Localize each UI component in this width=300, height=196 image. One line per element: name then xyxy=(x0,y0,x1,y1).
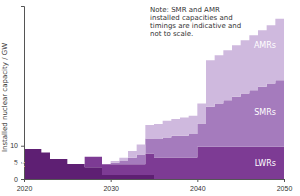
chart-svg: 2020 2030 2040 2050 0510Installed nuclear ca… xyxy=(0,0,300,196)
series-label: SMRs xyxy=(254,108,276,117)
tick: 10 xyxy=(10,142,24,149)
annotation: Note: SMR and AMRinstalled capacities an… xyxy=(150,6,241,38)
y-axis: 0510 xyxy=(10,7,24,183)
tick: 0 xyxy=(14,176,24,183)
tick: 2030 xyxy=(103,179,119,192)
tick-label: 0 xyxy=(14,176,18,183)
tick-mark xyxy=(21,179,24,180)
tick-label: 2050 xyxy=(277,185,293,192)
tick: 2050 xyxy=(277,179,293,192)
plot-area xyxy=(24,14,284,179)
series-label: LWRs xyxy=(255,159,276,168)
y-axis-title: Installed nuclear capacity / GW xyxy=(1,43,9,152)
tick-label: 2030 xyxy=(103,185,119,192)
area-3 xyxy=(24,14,284,165)
tick-mark xyxy=(21,146,24,147)
series-label: Existing fleet xyxy=(0,160,25,169)
axis-line xyxy=(21,7,25,180)
chart-container: 2020 2030 2040 2050 0510Installed nuclear ca… xyxy=(0,0,300,196)
x-axis: 2020 2030 2040 2050 xyxy=(17,179,293,192)
tick-mark xyxy=(197,179,198,182)
tick-mark xyxy=(284,179,285,182)
tick: 2020 xyxy=(17,179,33,192)
series-label: AMRs xyxy=(254,41,276,50)
tick-label: 2040 xyxy=(190,185,206,192)
tick-mark xyxy=(111,179,112,182)
tick-label: 10 xyxy=(10,142,18,149)
axis-line xyxy=(25,180,285,183)
tick: 2040 xyxy=(190,179,206,192)
tick-label: 2020 xyxy=(17,185,33,192)
